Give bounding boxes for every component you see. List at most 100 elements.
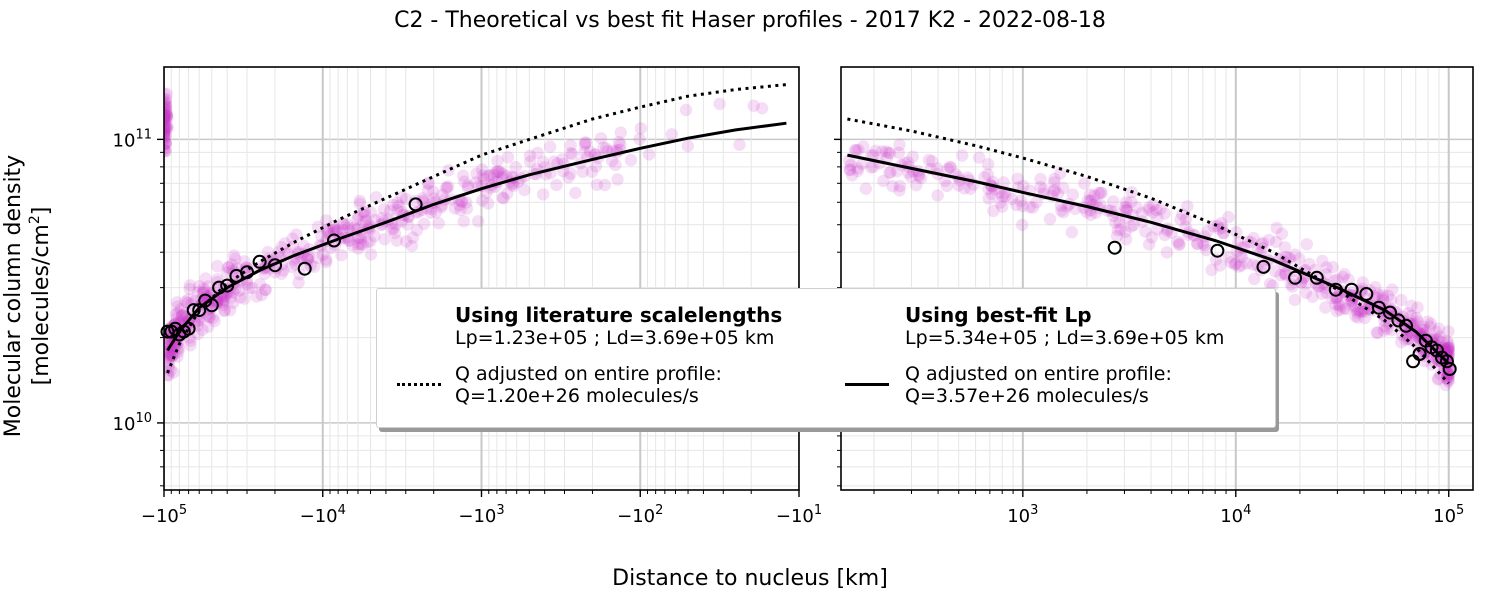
raw-point — [240, 261, 253, 274]
raw-point — [460, 202, 474, 215]
raw-point — [351, 213, 364, 226]
raw-point — [321, 222, 335, 236]
raw-point — [218, 304, 231, 318]
raw-point — [1377, 324, 1391, 337]
raw-point — [550, 178, 563, 192]
raw-point — [713, 97, 726, 111]
raw-point — [524, 155, 537, 168]
raw-point — [605, 154, 619, 167]
raw-point — [848, 143, 862, 157]
raw-point — [477, 172, 491, 186]
raw-point — [1245, 236, 1258, 249]
raw-point — [901, 156, 915, 169]
raw-point — [164, 93, 171, 106]
raw-point — [904, 170, 918, 183]
raw-point — [1378, 320, 1392, 333]
raw-point — [364, 248, 378, 261]
raw-point — [1080, 205, 1093, 219]
raw-point — [422, 176, 435, 190]
raw-point — [1354, 305, 1367, 318]
raw-point — [922, 153, 936, 167]
raw-point — [1432, 372, 1445, 385]
raw-point — [1395, 335, 1408, 349]
raw-point — [1051, 187, 1065, 200]
raw-point — [164, 112, 171, 126]
raw-point — [164, 97, 172, 110]
raw-point — [368, 229, 381, 243]
raw-point — [203, 310, 216, 324]
raw-point — [222, 261, 235, 274]
raw-point — [987, 204, 1000, 218]
raw-point — [1411, 301, 1424, 314]
raw-point — [996, 200, 1009, 213]
x-tick-label: −102 — [617, 503, 663, 527]
raw-point — [1084, 194, 1098, 207]
raw-point — [238, 255, 251, 268]
raw-point — [353, 194, 366, 207]
raw-point — [456, 169, 470, 182]
raw-point — [370, 191, 383, 204]
raw-point — [856, 157, 869, 170]
raw-point — [1224, 256, 1238, 269]
raw-point — [1026, 201, 1040, 214]
raw-point — [164, 120, 172, 133]
raw-point — [564, 167, 577, 180]
raw-point — [1043, 212, 1057, 226]
raw-point — [941, 162, 955, 176]
raw-point — [523, 149, 537, 162]
raw-point — [164, 109, 173, 123]
raw-point — [164, 87, 171, 101]
raw-point — [578, 138, 592, 152]
raw-point — [892, 146, 905, 159]
raw-point — [170, 311, 184, 325]
raw-point — [981, 168, 995, 181]
raw-point — [1147, 198, 1160, 212]
raw-point — [164, 110, 171, 123]
raw-point — [1120, 204, 1133, 217]
raw-point — [1142, 201, 1156, 214]
binned-point — [408, 197, 423, 212]
raw-point — [1274, 268, 1287, 282]
raw-point — [1331, 273, 1344, 286]
binned-point — [212, 280, 227, 295]
x-tick-label: −101 — [776, 503, 822, 527]
raw-point — [460, 196, 473, 209]
raw-point — [999, 189, 1012, 203]
binned-point — [186, 303, 201, 318]
raw-point — [1430, 325, 1443, 339]
raw-point — [164, 345, 175, 358]
raw-point — [1120, 201, 1133, 214]
raw-point — [1306, 290, 1319, 303]
raw-point — [358, 206, 371, 219]
raw-point — [1198, 239, 1211, 252]
raw-point — [331, 224, 345, 237]
raw-point — [931, 189, 944, 202]
raw-point — [364, 235, 377, 248]
raw-point — [1288, 293, 1302, 307]
binned-point — [1256, 259, 1271, 274]
raw-point — [1034, 180, 1047, 194]
raw-point — [599, 142, 613, 155]
raw-point — [1433, 330, 1447, 344]
raw-point — [845, 169, 859, 182]
legend-literature-q-line1: Q adjusted on entire profile: — [455, 363, 722, 385]
raw-point — [1246, 258, 1260, 271]
raw-point — [910, 179, 923, 192]
raw-point — [164, 142, 171, 155]
raw-point — [409, 194, 422, 207]
raw-point — [335, 249, 348, 262]
raw-point — [439, 181, 453, 195]
raw-point — [1345, 294, 1358, 308]
binned-point — [1328, 282, 1343, 297]
raw-point — [491, 154, 504, 168]
raw-point — [164, 105, 172, 118]
raw-point — [964, 182, 977, 195]
legend-bestfit-scales: Lp=5.34e+05 ; Ld=3.69e+05 km — [905, 327, 1225, 349]
raw-point — [859, 182, 872, 195]
raw-point — [1263, 277, 1277, 291]
raw-point — [1229, 257, 1243, 270]
raw-point — [1411, 315, 1424, 328]
raw-point — [436, 188, 449, 202]
raw-point — [211, 259, 224, 273]
raw-point — [1299, 286, 1313, 299]
